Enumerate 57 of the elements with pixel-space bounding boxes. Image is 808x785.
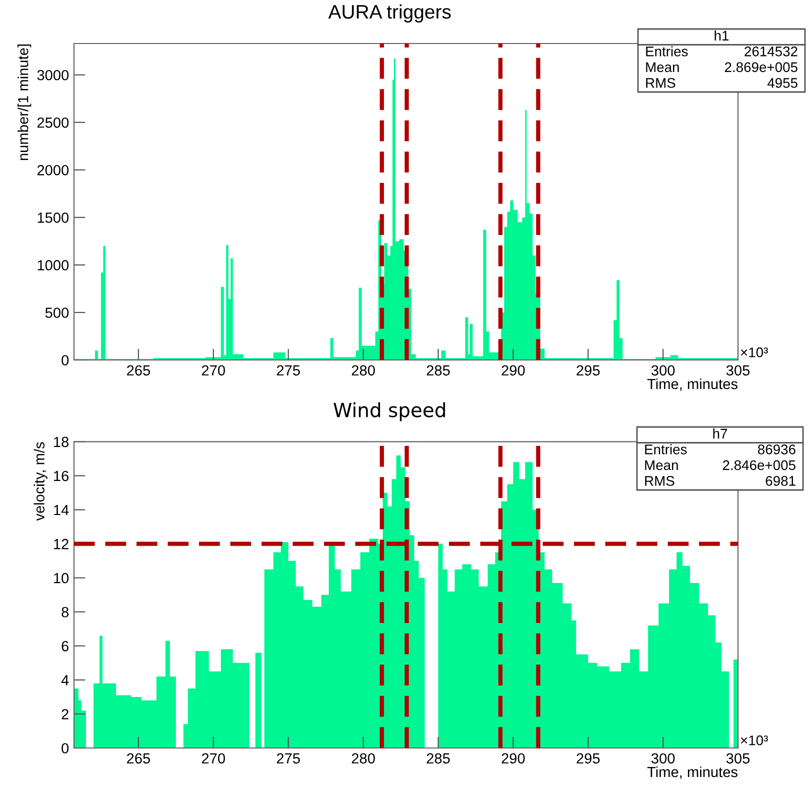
y-tick-label: 2500 — [37, 117, 69, 128]
y-tick-label: 4 — [61, 675, 69, 686]
annotation: Mean — [645, 460, 678, 470]
x-tick-label: 285 — [426, 365, 450, 376]
x-tick-label: 305 — [726, 753, 750, 764]
y-tick-label: 1500 — [38, 212, 69, 223]
chart-title: Wind speed — [334, 402, 445, 422]
y-tick-label: 0 — [62, 743, 69, 754]
x-tick-label: 300 — [651, 365, 675, 376]
text: 4955 — [767, 78, 798, 88]
annotation: 2.846e+005 — [722, 460, 796, 470]
y-axis-title: number/[1 minute] — [18, 44, 32, 160]
x-tick-label: 270 — [202, 753, 225, 764]
y-tick-label: 6 — [62, 641, 68, 652]
x-tick-label: 265 — [127, 753, 150, 764]
annotation: RMS — [645, 476, 674, 486]
x-tick-label: 285 — [426, 753, 450, 764]
x-axis-title: Time, minutes — [647, 766, 738, 779]
y-tick-label: 12 — [54, 538, 68, 550]
y-tick-label: 500 — [45, 308, 69, 318]
text: h7 — [713, 428, 728, 438]
y-tick-label: 16 — [54, 470, 68, 482]
text: ×10³ — [740, 735, 768, 746]
chart-title: AURA triggers — [328, 4, 451, 23]
y-tick-label: 10 — [54, 572, 69, 584]
y-tick-label: 1000 — [38, 260, 69, 270]
text: ×10³ — [740, 347, 768, 358]
text: 2614532 — [744, 46, 798, 56]
x-tick-label: 275 — [276, 753, 300, 764]
x-axis-title: Time, minutes — [647, 378, 738, 391]
text: 86936 — [758, 444, 796, 454]
x-tick-label: 280 — [352, 753, 375, 764]
x-tick-label: 295 — [576, 753, 600, 764]
annotation: RMS — [646, 78, 676, 88]
y-tick-label: 2000 — [37, 165, 69, 176]
x-tick-label: 295 — [576, 365, 600, 376]
x-tick-label: 290 — [502, 365, 525, 376]
x-tick-label: 280 — [352, 365, 375, 376]
x-tick-label: 270 — [202, 365, 225, 376]
text: h1 — [714, 30, 729, 40]
x-tick-label: 305 — [726, 365, 750, 376]
y-tick-label: 14 — [54, 505, 69, 516]
y-tick-label: 8 — [62, 606, 69, 618]
annotation: Entries — [645, 444, 687, 454]
x-tick-label: 290 — [502, 753, 525, 764]
y-tick-label: 2 — [62, 709, 68, 720]
y-tick-label: 3000 — [37, 70, 69, 80]
y-tick-label: 18 — [54, 436, 69, 448]
x-tick-label: 265 — [127, 365, 150, 376]
x-tick-label: 275 — [276, 365, 300, 376]
y-tick-label: 0 — [62, 355, 69, 366]
text: 6981 — [766, 476, 796, 486]
y-axis-title: velocity, m/s — [34, 442, 48, 521]
annotation: Entries — [646, 46, 688, 56]
x-tick-label: 300 — [651, 753, 675, 764]
annotation: Mean — [646, 62, 679, 72]
annotation: 2.869e+005 — [724, 62, 798, 72]
